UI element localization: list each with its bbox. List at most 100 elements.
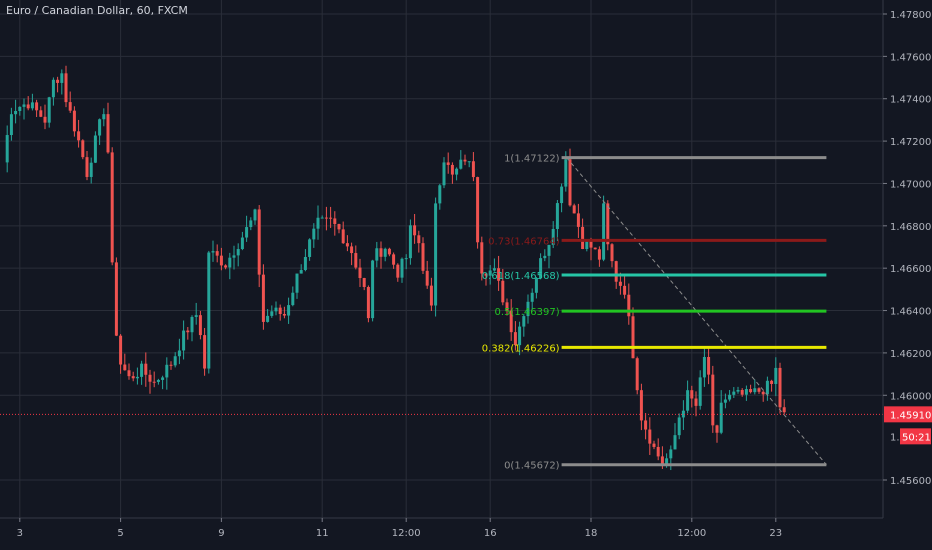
candle-body	[337, 224, 341, 230]
fib-level-label: 0.73(1.46764)	[488, 236, 560, 247]
candle-body	[455, 168, 459, 175]
candle-body	[581, 226, 585, 250]
price-tick-label-partial: 1.	[890, 432, 900, 443]
candle-body	[392, 254, 396, 265]
time-axis[interactable]: 3 5 9 11 12:00 16 18 12:00 23	[0, 517, 883, 539]
candle-body	[631, 316, 635, 359]
candle-body	[110, 152, 114, 263]
candle-body	[589, 241, 593, 248]
price-tick-label: 1.46200	[890, 349, 931, 360]
candle-body	[350, 246, 354, 254]
candle-body	[660, 456, 664, 465]
candle-body	[438, 185, 442, 204]
candle-body	[484, 273, 488, 276]
candle-body	[182, 330, 186, 351]
candle-body	[421, 243, 425, 271]
price-tick-label: 1.47600	[890, 52, 931, 63]
candle-body	[81, 140, 85, 158]
candle-body	[564, 159, 568, 187]
candle-body	[669, 449, 673, 459]
candle-body	[639, 390, 643, 421]
price-tick-label: 1.46600	[890, 264, 931, 275]
time-tick-label: 23	[769, 528, 782, 539]
candle-body	[232, 255, 236, 258]
candle-body	[282, 313, 286, 316]
candle-body	[690, 390, 694, 399]
candle-body	[39, 110, 43, 117]
candle-body	[173, 356, 177, 366]
price-axis-bg	[883, 0, 932, 550]
candle-body	[732, 391, 736, 395]
fibonacci-retracement[interactable]: 1(1.47122) 0.73(1.46764) 0.618(1.46568) 0.5…	[482, 154, 827, 472]
time-tick-label: 12:00	[392, 528, 421, 539]
candle-body	[749, 389, 753, 393]
candle-body	[203, 335, 207, 369]
candle-body	[316, 217, 320, 229]
candle-body	[400, 258, 404, 278]
candle-body	[77, 131, 81, 141]
price-tick-label: 1.47200	[890, 137, 931, 148]
time-tick-label: 3	[17, 528, 23, 539]
candle-body	[190, 316, 194, 333]
candle-body	[715, 425, 719, 433]
candle-body	[522, 316, 526, 327]
candle-body	[467, 161, 471, 163]
candle-body	[236, 249, 240, 256]
candle-body	[761, 391, 765, 395]
candle-body	[648, 429, 652, 444]
candle-body	[240, 237, 244, 250]
candle-body	[534, 278, 538, 293]
candle-body	[85, 157, 89, 177]
candle-body	[740, 390, 744, 395]
candle-body	[219, 255, 223, 266]
candle-body	[723, 399, 727, 403]
candle-body	[656, 446, 660, 457]
fib-level-label: 1(1.47122)	[504, 154, 560, 165]
price-tick-label: 1.45600	[890, 476, 931, 487]
candle-body	[518, 326, 522, 346]
candle-body	[686, 390, 690, 411]
price-tick-label: 1.46000	[890, 391, 931, 402]
candle-body	[68, 102, 72, 111]
candle-body	[198, 315, 202, 336]
candle-body	[644, 420, 648, 430]
candle-body	[446, 162, 450, 165]
candle-body	[64, 73, 68, 103]
candle-body	[127, 370, 131, 377]
candle-body	[303, 256, 307, 271]
candle-body	[358, 267, 362, 279]
candle-body	[610, 244, 614, 262]
candle-body	[333, 218, 337, 225]
candle-body	[434, 203, 438, 306]
time-tick-label: 5	[117, 528, 123, 539]
candle-body	[60, 73, 64, 83]
candle-body	[5, 135, 9, 163]
time-tick-label: 9	[218, 528, 224, 539]
candle-body	[597, 249, 601, 260]
candle-body	[354, 253, 358, 268]
candle-body	[463, 159, 467, 162]
candle-body	[509, 310, 513, 333]
candle-body	[694, 398, 698, 406]
candle-body	[224, 265, 228, 268]
candle-body	[299, 270, 303, 274]
candle-body	[152, 381, 156, 383]
candle-body	[593, 247, 597, 250]
candle-body	[488, 270, 492, 276]
candle-body	[308, 239, 312, 257]
candle-body	[35, 102, 39, 111]
candle-body	[194, 315, 198, 317]
candle-body	[526, 301, 530, 317]
candle-body	[245, 227, 249, 238]
candle-body	[215, 251, 219, 256]
candle-body	[379, 248, 383, 257]
candle-body	[22, 104, 26, 107]
candle-body	[677, 417, 681, 436]
candle-body	[497, 268, 501, 281]
candle-body	[366, 287, 370, 319]
candle-body	[26, 104, 30, 109]
candle-body	[312, 228, 316, 240]
price-axis[interactable]: 1.47800 1.47600 1.47400 1.47200 1.47000 1.468…	[882, 0, 932, 550]
candle-body	[140, 363, 144, 377]
